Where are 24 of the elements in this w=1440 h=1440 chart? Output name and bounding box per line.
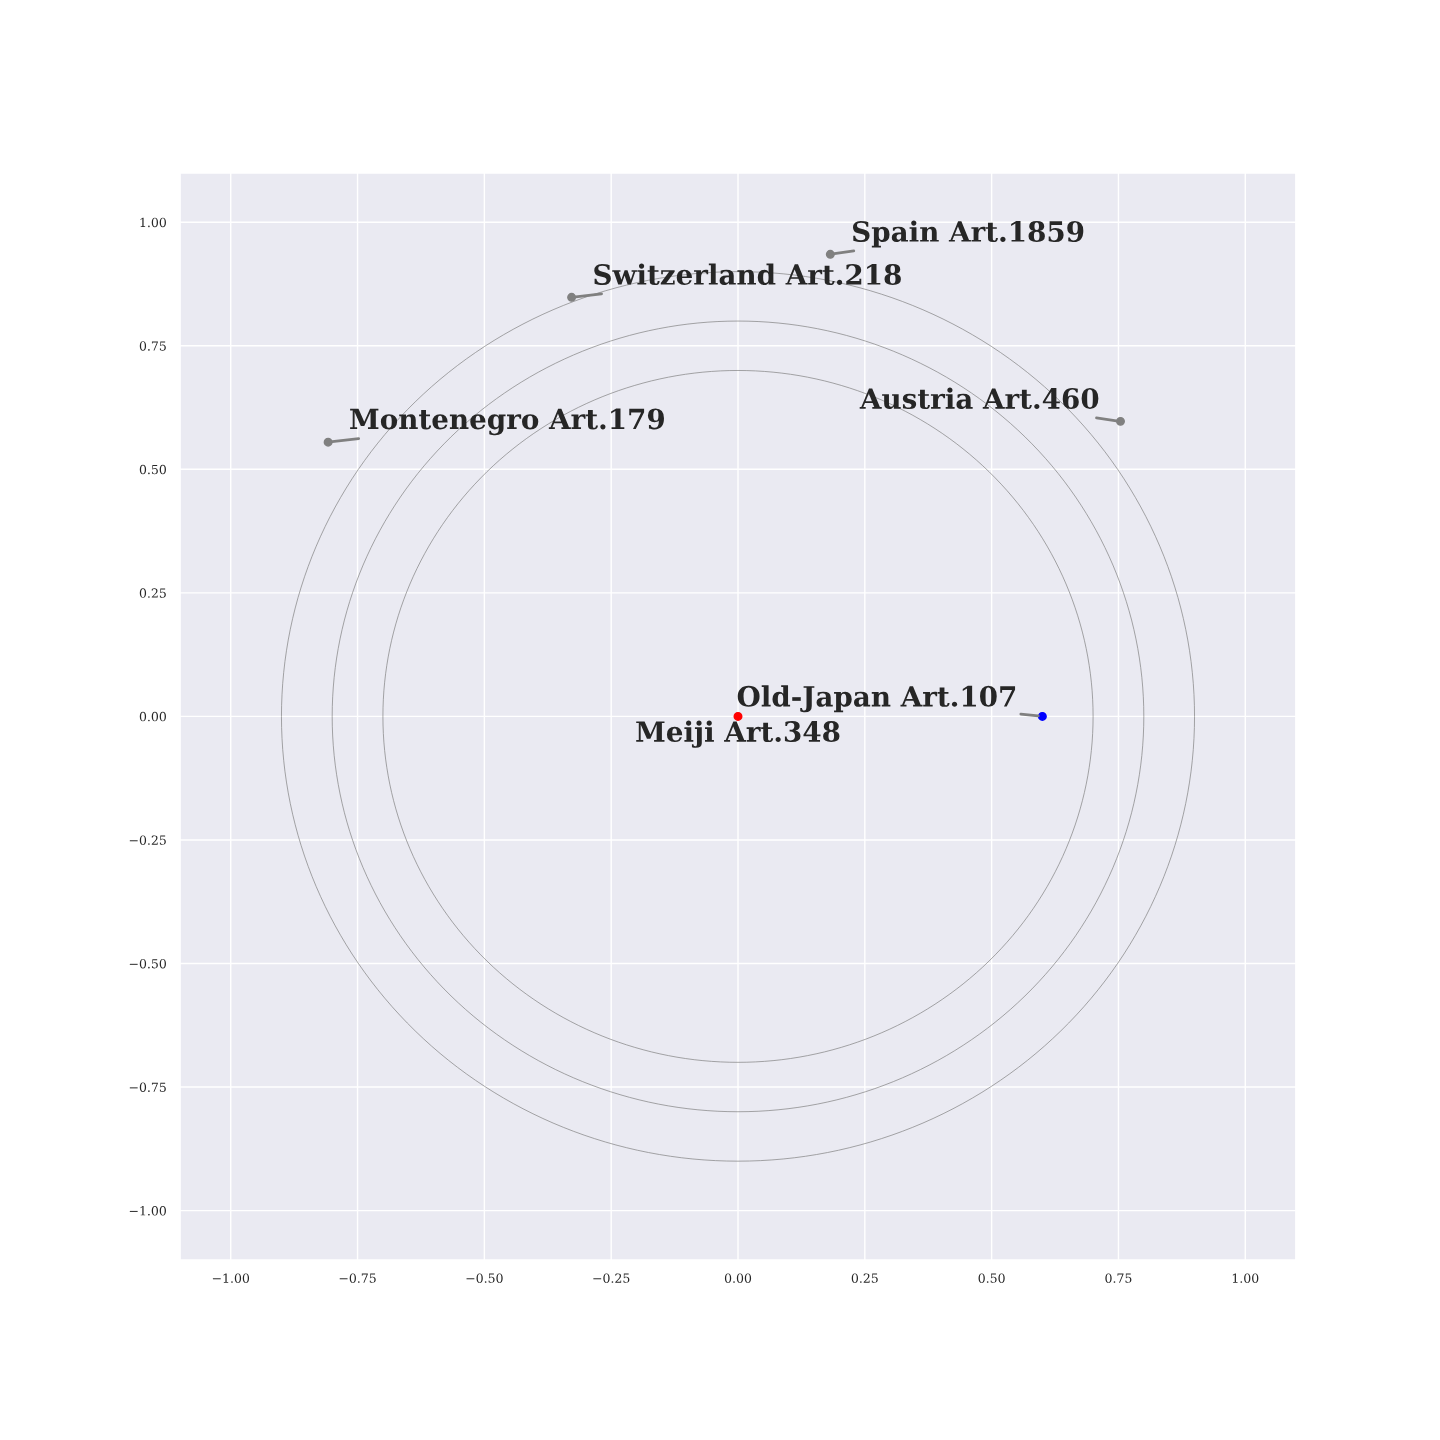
x-tick-label: −0.25 xyxy=(593,1273,630,1283)
x-tick-label: 1.00 xyxy=(1232,1273,1259,1283)
y-tick-label: 0.00 xyxy=(139,711,166,722)
y-tick-label: −1.00 xyxy=(129,1206,166,1216)
x-tick-label: −1.00 xyxy=(212,1273,250,1283)
x-tick-label: −0.50 xyxy=(466,1273,503,1283)
annotation: Switzerland Art.218 xyxy=(594,263,901,286)
x-tick-label: 0.00 xyxy=(724,1273,752,1283)
annotation: Austria Art.460 xyxy=(859,387,1099,410)
y-tick-label: −0.50 xyxy=(129,958,166,969)
y-tick-label: −0.75 xyxy=(129,1082,166,1092)
x-tick-label: 0.50 xyxy=(978,1273,1005,1283)
x-tick-label: 0.25 xyxy=(851,1273,878,1283)
y-tick-label: 0.50 xyxy=(139,464,166,475)
y-tick-label: 0.25 xyxy=(139,588,166,598)
annotation: Spain Art.1859 xyxy=(852,220,1084,248)
y-tick-label: 1.00 xyxy=(140,217,166,228)
annotation: Meiji Art.348 xyxy=(636,720,840,748)
y-tick-label: −0.25 xyxy=(129,835,166,845)
annotation: Old-Japan Art.107 xyxy=(737,685,1016,713)
x-tick-label: 0.75 xyxy=(1105,1273,1132,1283)
x-tick-label: −0.75 xyxy=(339,1273,376,1283)
y-tick-label: 0.75 xyxy=(139,341,166,351)
annotation: Montenegro Art.179 xyxy=(350,408,664,436)
